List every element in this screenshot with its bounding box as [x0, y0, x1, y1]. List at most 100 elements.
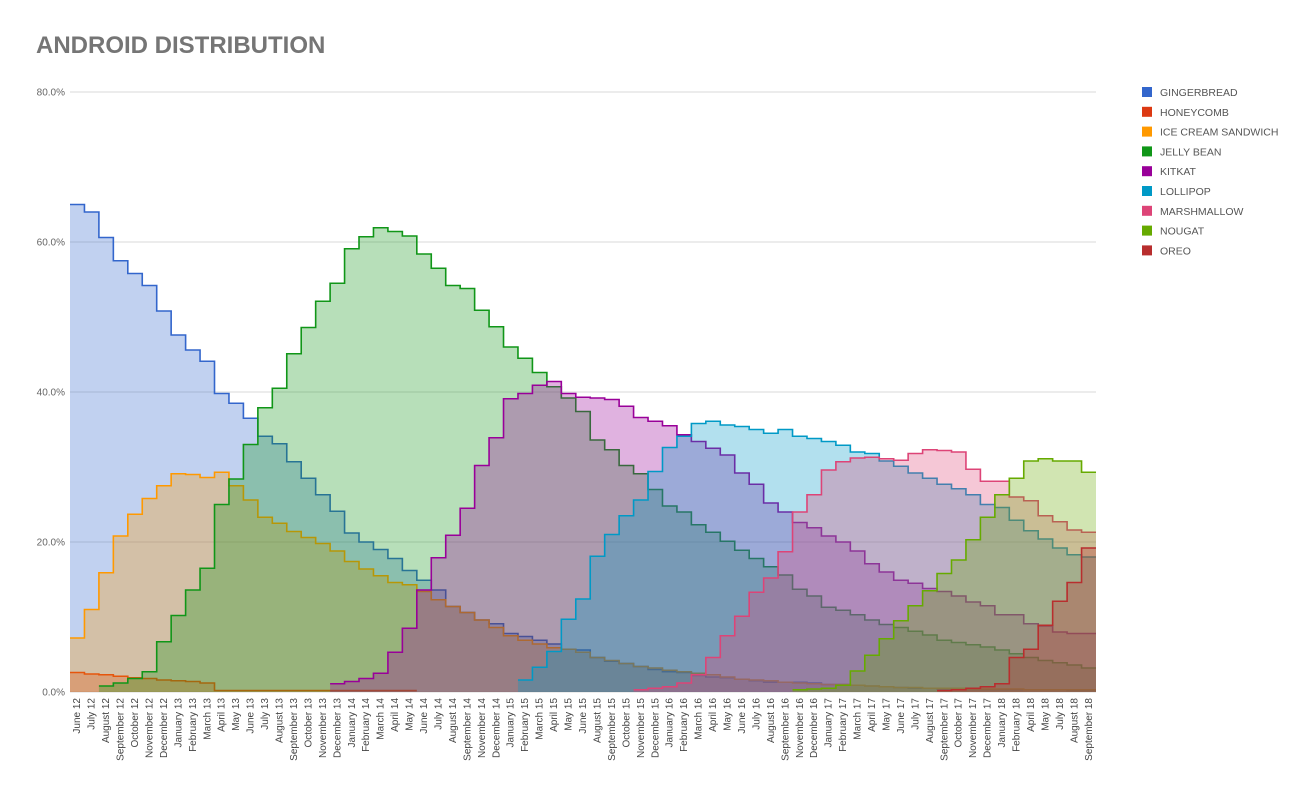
x-tick-label: December 13: [332, 698, 343, 758]
legend-swatch: [1142, 186, 1152, 196]
x-tick-label: December 15: [650, 698, 661, 758]
x-tick-label: November 13: [318, 698, 329, 758]
x-tick-label: January 17: [824, 698, 835, 748]
legend-swatch: [1142, 146, 1152, 157]
x-tick-label: July 14: [433, 698, 444, 730]
x-tick-label: September 13: [289, 698, 300, 761]
area: [330, 381, 1096, 692]
x-tick-label: August 14: [448, 698, 459, 743]
x-tick-label: October 17: [954, 698, 965, 748]
x-tick-label: July 13: [260, 698, 271, 730]
y-tick-label: 80.0%: [37, 88, 65, 99]
x-tick-label: August 12: [101, 698, 112, 743]
x-tick-label: January 16: [665, 698, 676, 748]
area: [792, 458, 1096, 692]
x-tick-label: February 15: [520, 698, 531, 752]
y-tick-label: 20.0%: [37, 538, 65, 549]
x-tick-label: May 13: [231, 698, 242, 731]
line: [792, 457, 1096, 691]
x-tick-label: August 18: [1069, 698, 1080, 743]
line: [330, 380, 1096, 685]
x-tick-label: May 17: [881, 698, 892, 731]
x-tick-label: September 18: [1084, 698, 1095, 761]
legend-swatch: [1142, 87, 1152, 97]
line: [937, 547, 1096, 692]
x-tick-label: October 15: [621, 698, 632, 748]
y-tick-label: 40.0%: [37, 388, 65, 399]
x-tick-label: July 18: [1055, 698, 1066, 730]
x-tick-label: May 15: [564, 698, 575, 731]
x-tick-label: June 15: [578, 698, 589, 734]
x-tick-label: November 16: [795, 698, 806, 758]
line: [70, 671, 417, 692]
x-tick-label: May 14: [405, 698, 416, 731]
legend-label: NOUGAT: [1160, 226, 1205, 238]
area: [70, 672, 417, 692]
x-tick-label: May 16: [723, 698, 734, 731]
x-tick-label: September 14: [462, 698, 473, 761]
legend-label: HONEYCOMB: [1160, 107, 1229, 119]
legend-label: OREO: [1160, 245, 1191, 257]
legend-label: ICE CREAM SANDWICH: [1160, 127, 1278, 139]
x-tick-label: November 15: [636, 698, 647, 758]
x-tick-label: August 16: [766, 698, 777, 743]
chart-title: ANDROID DISTRIBUTION: [36, 32, 325, 59]
area: [70, 472, 1096, 692]
x-tick-label: June 14: [419, 698, 430, 734]
x-tick-label: May 18: [1040, 698, 1051, 731]
x-tick-label: December 14: [491, 698, 502, 758]
x-tick-label: February 16: [679, 698, 690, 752]
x-tick-label: September 15: [607, 698, 618, 761]
legend-swatch: [1142, 205, 1152, 216]
x-tick-label: December 12: [159, 698, 170, 758]
x-tick-label: June 17: [896, 698, 907, 734]
x-tick-label: August 15: [592, 698, 603, 743]
x-tick-label: March 17: [853, 698, 864, 740]
x-tick-label: August 17: [925, 698, 936, 743]
x-tick-label: April 13: [217, 698, 228, 732]
legend-swatch: [1142, 106, 1152, 117]
x-tick-label: January 18: [997, 698, 1008, 748]
legend-swatch: [1142, 245, 1152, 256]
x-tick-label: August 13: [275, 698, 286, 743]
x-tick-label: November 17: [968, 698, 979, 758]
x-tick-label: June 13: [246, 698, 257, 734]
x-tick-label: November 12: [144, 698, 155, 758]
x-tick-label: October 13: [303, 698, 314, 748]
x-tick-label: February 17: [838, 698, 849, 752]
x-tick-label: January 14: [347, 698, 358, 748]
line: [633, 448, 1096, 691]
legend-label: LOLLIPOP: [1160, 186, 1211, 198]
x-tick-label: November 14: [477, 698, 488, 758]
x-tick-label: February 18: [1012, 698, 1023, 752]
x-tick-label: July 16: [751, 698, 762, 730]
x-tick-label: September 12: [116, 698, 127, 761]
x-tick-label: April 14: [390, 698, 401, 732]
x-tick-label: January 13: [173, 698, 184, 748]
legend-label: GINGERBREAD: [1160, 87, 1238, 99]
x-tick-label: April 16: [708, 698, 719, 732]
x-tick-label: July 17: [910, 698, 921, 730]
legend-swatch: [1142, 166, 1152, 177]
x-tick-label: October 12: [130, 698, 141, 748]
x-tick-label: September 16: [780, 698, 791, 761]
x-tick-label: April 15: [549, 698, 560, 732]
area: [633, 449, 1096, 692]
legend-label: JELLY BEAN: [1160, 146, 1221, 158]
x-tick-label: January 15: [506, 698, 517, 748]
legend-label: KITKAT: [1160, 166, 1197, 178]
legend-label: MARSHMALLOW: [1160, 206, 1244, 218]
x-tick-label: June 16: [737, 698, 748, 734]
x-tick-label: March 13: [202, 698, 213, 740]
x-tick-label: September 17: [939, 698, 950, 761]
x-tick-label: December 16: [809, 698, 820, 758]
x-tick-label: June 12: [72, 698, 83, 734]
line: [98, 226, 1096, 687]
area: [98, 227, 1096, 692]
x-tick-label: March 16: [694, 698, 705, 740]
x-tick-label: March 14: [376, 698, 387, 740]
x-tick-label: April 17: [867, 698, 878, 732]
x-tick-label: March 15: [535, 698, 546, 740]
